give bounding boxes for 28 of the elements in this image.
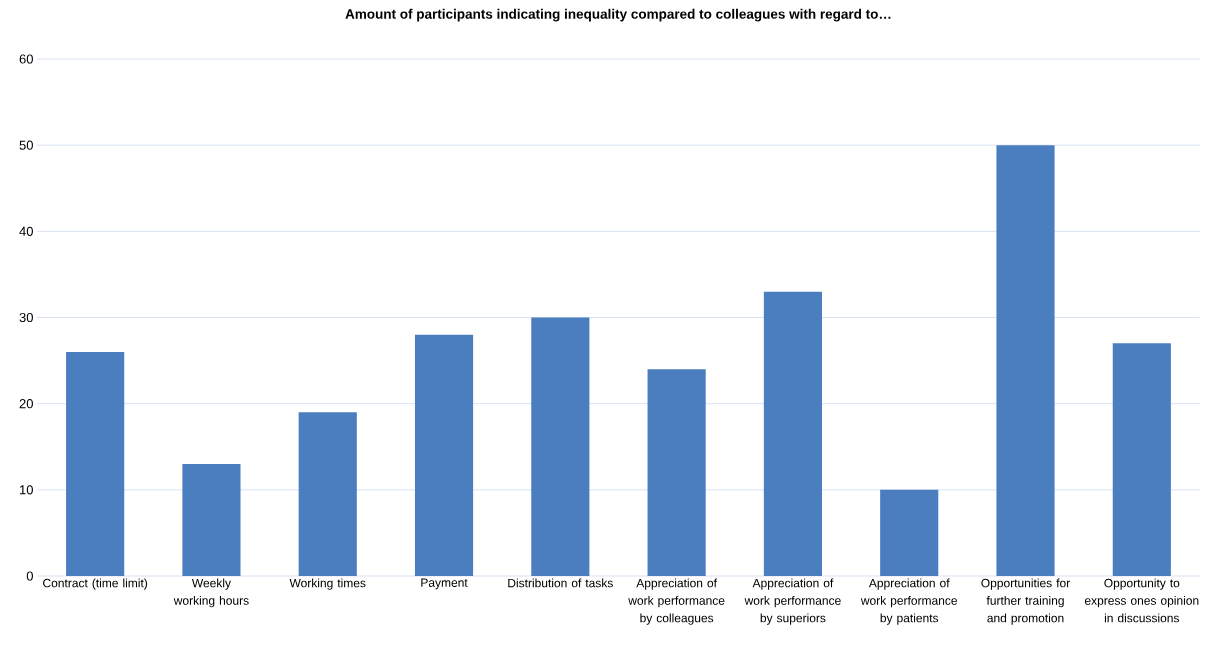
bar: [414, 334, 474, 576]
y-tick-label: 60: [19, 54, 33, 64]
bar: [996, 145, 1055, 576]
bar: [880, 489, 939, 576]
bar: [1112, 343, 1171, 576]
x-tick-label: Opportunities for further training and promotion: [981, 578, 1070, 625]
bar: [647, 369, 706, 576]
bar: [298, 412, 357, 576]
y-tick-label: 10: [20, 485, 33, 495]
y-tick-label: 50: [19, 140, 33, 150]
y-tick-label: 30: [19, 312, 33, 323]
x-tick-label: Payment: [421, 578, 468, 590]
x-tick-label: Distribution of tasks: [508, 578, 613, 588]
bar: [531, 317, 590, 576]
x-tick-label: Contract (time limit): [43, 578, 148, 590]
x-tick-label: Opportunity to express ones opinion in discussions: [1084, 578, 1199, 623]
x-tick-label: Appreciation of work performance by superiors: [744, 578, 841, 625]
x-tick-label: Appreciation of work performance by patients: [860, 578, 958, 625]
y-tick-label: 40: [19, 226, 33, 236]
bar: [182, 463, 241, 576]
y-tick-label: 0: [26, 571, 33, 581]
chart-title: Amount of participants indicating inequality compared to colleagues with regard to…: [345, 8, 891, 22]
bar: [66, 351, 125, 576]
y-tick-label: 20: [19, 399, 33, 409]
x-tick-label: Working times: [289, 578, 366, 590]
bar: [763, 291, 822, 576]
x-tick-label: Weekly working hours: [173, 578, 249, 608]
x-tick-label: Appreciation of work performance by colleagues: [628, 578, 725, 625]
